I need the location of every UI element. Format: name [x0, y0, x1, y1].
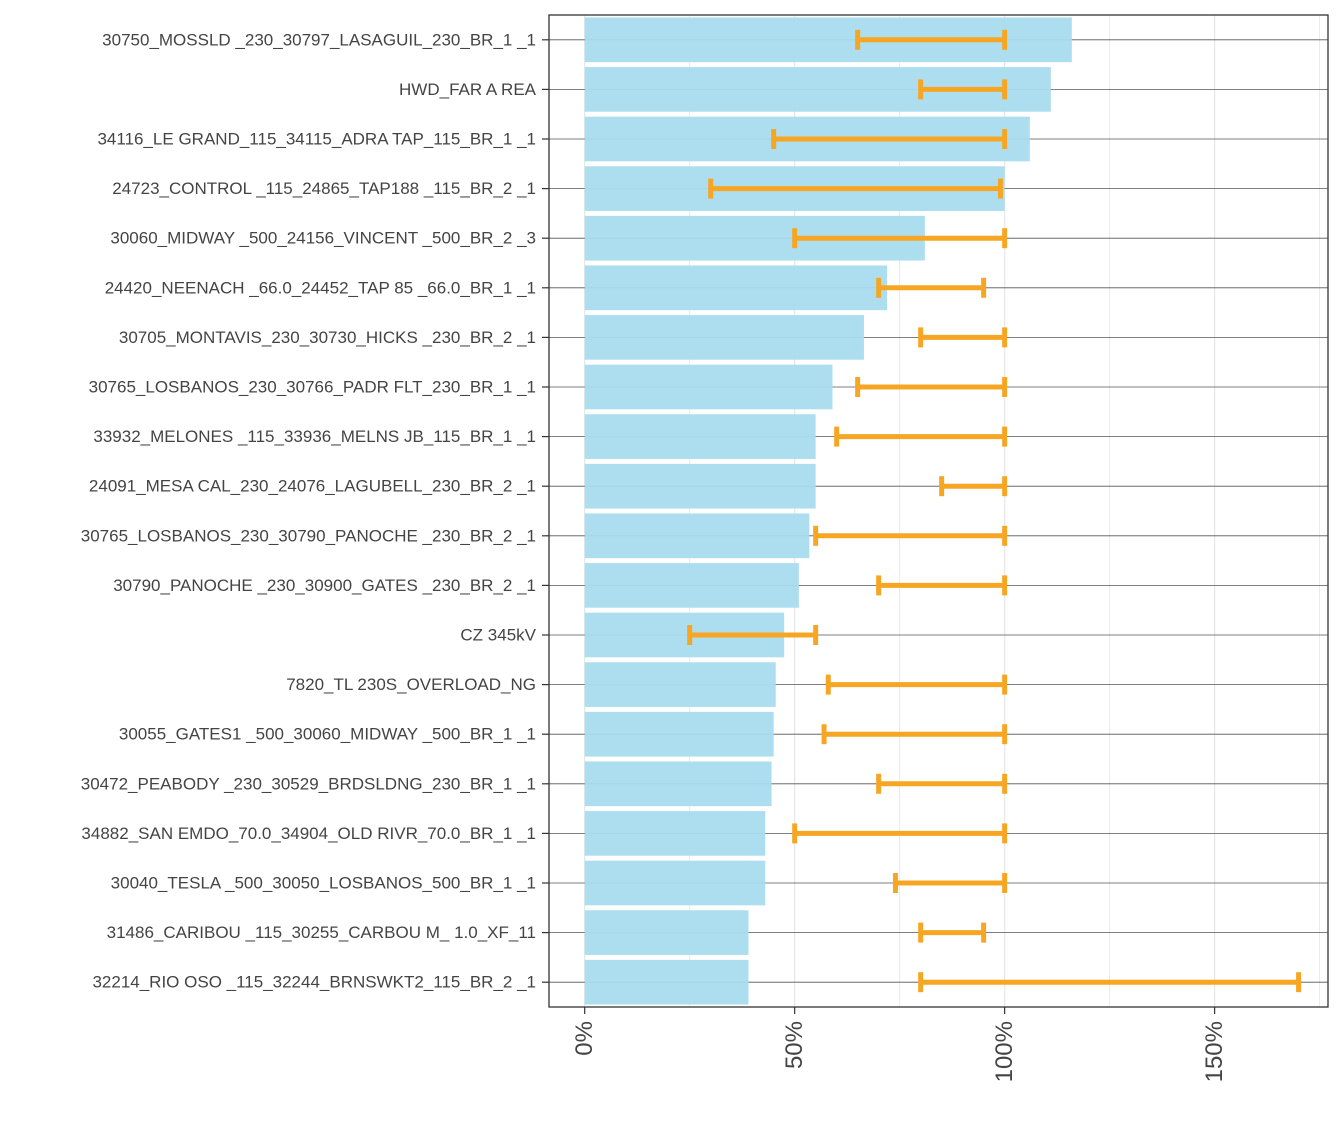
y-tick-label: 30750_MOSSLD _230_30797_LASAGUIL_230_BR_…	[102, 30, 536, 49]
bar	[584, 910, 749, 955]
bar	[584, 662, 776, 707]
bar	[584, 364, 833, 410]
y-tick-label: 30060_MIDWAY _500_24156_VINCENT _500_BR_…	[110, 229, 536, 248]
y-tick-label: 30040_TESLA _500_30050_LOSBANOS_500_BR_1…	[111, 874, 536, 893]
y-tick-label: 30705_MONTAVIS_230_30730_HICKS _230_BR_2…	[119, 328, 536, 347]
bar	[584, 860, 766, 906]
y-tick-label: 30765_LOSBANOS_230_30766_PADR FLT_230_BR…	[89, 378, 536, 397]
y-tick-label: 31486_CARIBOU _115_30255_CARBOU M_ 1.0_X…	[107, 923, 536, 942]
plot-panel-background	[549, 15, 1328, 1007]
y-tick-label: 34116_LE GRAND_115_34115_ADRA TAP_115_BR…	[97, 130, 536, 149]
y-tick-label: 32214_RIO OSO _115_32244_BRNSWKT2_115_BR…	[92, 973, 536, 992]
x-tick-label: 100%	[991, 1021, 1018, 1082]
y-tick-label: 24723_CONTROL _115_24865_TAP188 _115_BR_…	[112, 179, 536, 198]
x-tick-label: 0%	[571, 1021, 598, 1056]
y-tick-label: CZ 345kV	[460, 626, 536, 645]
bar	[584, 315, 864, 360]
x-axis: 0% 50% 100% 150%	[571, 1007, 1228, 1082]
y-tick-label: HWD_FAR A REA	[399, 80, 537, 99]
y-tick-label: 30472_PEABODY _230_30529_BRDSLDNG_230_BR…	[81, 774, 536, 793]
y-tick-label: 30790_PANOCHE _230_30900_GATES _230_BR_2…	[113, 576, 536, 595]
plot-panel-border	[548, 14, 1329, 1008]
bar	[584, 959, 749, 1005]
bar	[584, 761, 772, 807]
x-tick-label: 150%	[1201, 1021, 1228, 1082]
bar	[584, 463, 816, 509]
y-tick-label: 34882_SAN EMDO_70.0_34904_OLD RIVR_70.0_…	[81, 824, 536, 843]
bar	[584, 711, 774, 757]
bar	[584, 414, 816, 459]
y-tick-label: 33932_MELONES _115_33936_MELNS JB_115_BR…	[93, 427, 536, 446]
range-layer	[687, 29, 1302, 993]
bar	[584, 811, 766, 856]
y-tick-label: 24420_NEENACH _66.0_24452_TAP 85 _66.0_B…	[105, 278, 536, 297]
y-tick-label: 24091_MESA CAL_230_24076_LAGUBELL_230_BR…	[89, 477, 536, 496]
y-tick-label: 7820_TL 230S_OVERLOAD_NG	[286, 675, 536, 694]
x-tick-label: 50%	[781, 1021, 808, 1069]
y-tick-label: 30765_LOSBANOS_230_30790_PANOCHE _230_BR…	[81, 526, 536, 545]
y-axis: 30750_MOSSLD _230_30797_LASAGUIL_230_BR_…	[81, 30, 549, 992]
bar	[584, 265, 888, 311]
bar	[584, 563, 799, 608]
y-tick-label: 30055_GATES1 _500_30060_MIDWAY _500_BR_1…	[119, 725, 536, 744]
bar	[584, 513, 810, 559]
